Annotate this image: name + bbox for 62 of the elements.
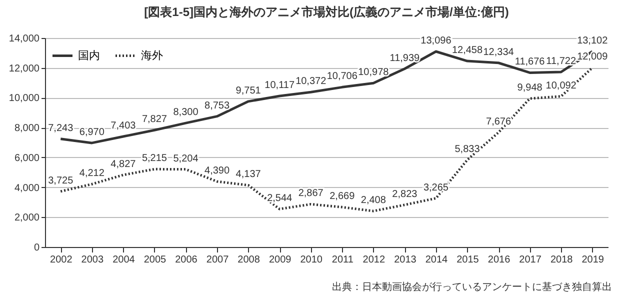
data-label: 8,753 bbox=[204, 100, 230, 112]
x-tick-label: 2011 bbox=[332, 254, 354, 266]
data-label: 4,212 bbox=[79, 168, 105, 180]
data-label: 2,408 bbox=[360, 195, 386, 206]
data-label: 5,204 bbox=[173, 153, 199, 164]
x-tick-label: 2018 bbox=[550, 254, 574, 266]
data-label: 12,458 bbox=[452, 45, 483, 56]
x-tick-label: 2019 bbox=[582, 254, 604, 266]
data-label: 2,823 bbox=[392, 188, 418, 200]
data-label: 5,833 bbox=[454, 144, 480, 155]
x-tick-label: 2009 bbox=[268, 254, 292, 266]
data-label: 11,676 bbox=[514, 56, 546, 68]
x-tick-label: 2017 bbox=[519, 254, 542, 266]
x-tick-label: 2015 bbox=[456, 254, 480, 266]
y-tick-label: 14,000 bbox=[8, 34, 40, 44]
y-tick-label: 8,000 bbox=[14, 123, 40, 134]
data-label: 5,215 bbox=[142, 153, 168, 164]
data-label: 10,117 bbox=[264, 80, 295, 91]
data-label: 2,544 bbox=[267, 193, 293, 204]
y-tick-label: 10,000 bbox=[8, 93, 40, 104]
data-label: 7,827 bbox=[142, 114, 168, 126]
data-label: 2,669 bbox=[330, 191, 356, 202]
data-label: 11,722 bbox=[546, 56, 576, 68]
data-label: 7,243 bbox=[48, 122, 74, 134]
data-label: 4,390 bbox=[204, 165, 230, 176]
x-tick-label: 2007 bbox=[206, 254, 230, 266]
data-label: 13,096 bbox=[420, 35, 452, 46]
x-tick-label: 2016 bbox=[488, 254, 511, 266]
y-tick-label: 2,000 bbox=[14, 212, 40, 224]
y-tick-label: 4,000 bbox=[14, 182, 40, 194]
chart-title: [図表1-5]国内と海外のアニメ市場対比(広義のアニメ市場/単位:億円) bbox=[144, 5, 509, 19]
x-tick-label: 2003 bbox=[81, 254, 104, 266]
legend-label: 国内 bbox=[78, 48, 100, 62]
x-tick-label: 2012 bbox=[362, 254, 386, 266]
legend-label: 海外 bbox=[141, 50, 163, 62]
x-tick-label: 2006 bbox=[175, 254, 198, 266]
y-tick-label: 12,000 bbox=[8, 63, 40, 74]
data-label: 6,970 bbox=[79, 126, 105, 138]
x-tick-label: 2013 bbox=[394, 254, 417, 266]
data-label: 4,827 bbox=[110, 158, 136, 170]
x-tick-label: 2002 bbox=[50, 254, 73, 266]
x-tick-label: 2010 bbox=[300, 254, 323, 266]
data-label: 12,334 bbox=[483, 46, 514, 58]
data-label: 13,102 bbox=[577, 35, 608, 46]
source-note: 出典：日本動画協会が行っているアンケートに基づき独自算出 bbox=[331, 280, 612, 294]
data-label: 4,137 bbox=[236, 169, 262, 180]
data-label: 11,939 bbox=[390, 52, 420, 64]
data-label: 3,725 bbox=[48, 175, 74, 186]
data-label: 10,372 bbox=[296, 76, 327, 88]
data-label: 10,978 bbox=[358, 67, 390, 78]
x-tick-label: 2005 bbox=[144, 254, 167, 266]
x-tick-label: 2014 bbox=[425, 254, 448, 266]
data-label: 7,403 bbox=[110, 120, 136, 132]
data-label: 9,751 bbox=[236, 85, 262, 96]
data-label: 8,300 bbox=[173, 107, 199, 118]
data-label: 10,706 bbox=[326, 71, 358, 82]
data-label: 2,867 bbox=[298, 188, 324, 200]
x-tick-label: 2008 bbox=[238, 254, 260, 266]
y-tick-label: 6,000 bbox=[14, 152, 40, 164]
y-tick-label: 0 bbox=[34, 242, 40, 254]
x-tick-label: 2004 bbox=[112, 254, 136, 266]
data-label: 9,948 bbox=[517, 82, 543, 94]
